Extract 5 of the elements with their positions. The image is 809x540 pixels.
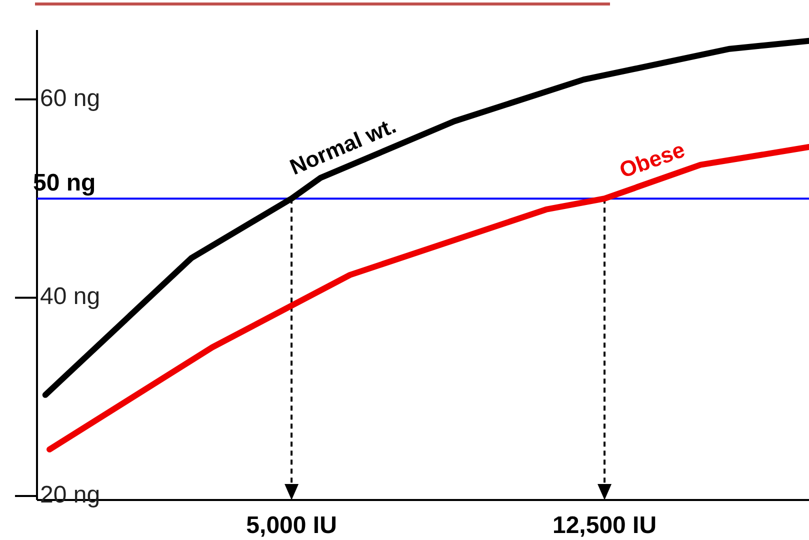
- y-tick-label: 40 ng: [40, 283, 100, 310]
- y-tick-label: 60 ng: [40, 84, 100, 112]
- ref-line-label: 12,500 IU: [552, 512, 657, 539]
- text: Obese: [616, 136, 688, 183]
- ref-line-label: 5,000 IU: [246, 512, 337, 539]
